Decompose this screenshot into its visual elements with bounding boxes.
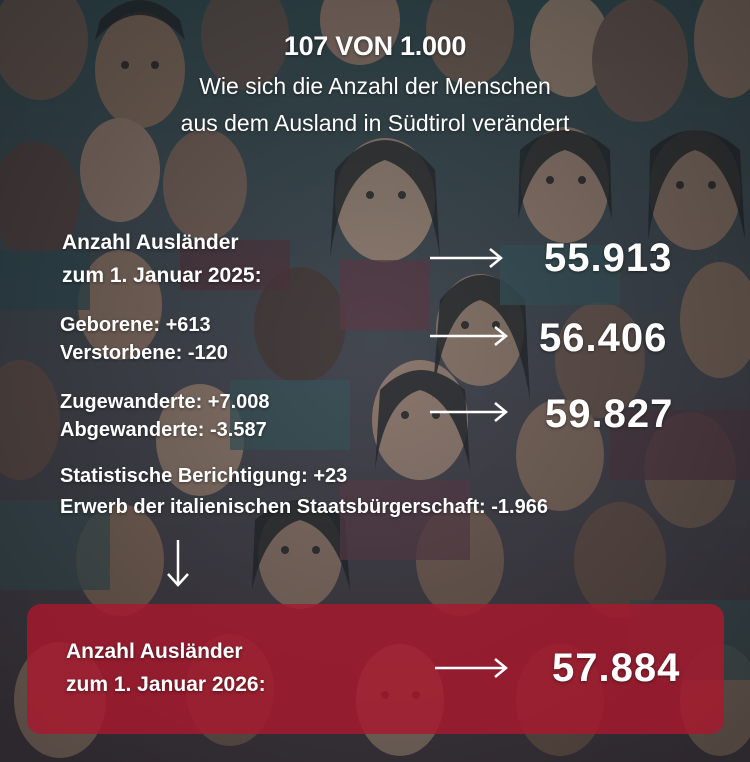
result-label-line-1: Anzahl Ausländer <box>66 640 243 663</box>
result-panel <box>27 604 724 734</box>
arrow-right-icon <box>430 248 503 268</box>
deaths-line: Verstorbene: -120 <box>60 342 228 364</box>
emigration-line: Abgewanderte: -3.587 <box>60 419 267 441</box>
subtitle-line-2: aus dem Ausland in Südtirol verändert <box>180 110 570 136</box>
subtitle-line-1: Wie sich die Anzahl der Menschen <box>199 73 551 99</box>
births-line: Geborene: +613 <box>60 314 211 336</box>
migration-value: 59.827 <box>545 392 674 436</box>
citizenship-line: Erwerb der italienischen Staatsbürgersch… <box>60 496 548 518</box>
start-label-line-2: zum 1. Januar 2025: <box>62 264 262 287</box>
headline: 107 VON 1.000 <box>283 31 467 61</box>
statistical-correction-line: Statistische Berichtigung: +23 <box>60 465 348 487</box>
result-value: 57.884 <box>552 646 681 690</box>
result-label-line-2: zum 1. Januar 2026: <box>66 673 266 696</box>
arrow-right-icon <box>430 326 508 346</box>
arrow-right-icon <box>430 402 508 422</box>
immigration-line: Zugewanderte: +7.008 <box>60 391 270 413</box>
arrow-right-icon <box>435 658 508 678</box>
start-value: 55.913 <box>544 236 673 280</box>
start-label-line-1: Anzahl Ausländer <box>62 231 239 254</box>
natural-value: 56.406 <box>539 316 668 360</box>
arrow-down-icon <box>167 540 189 587</box>
